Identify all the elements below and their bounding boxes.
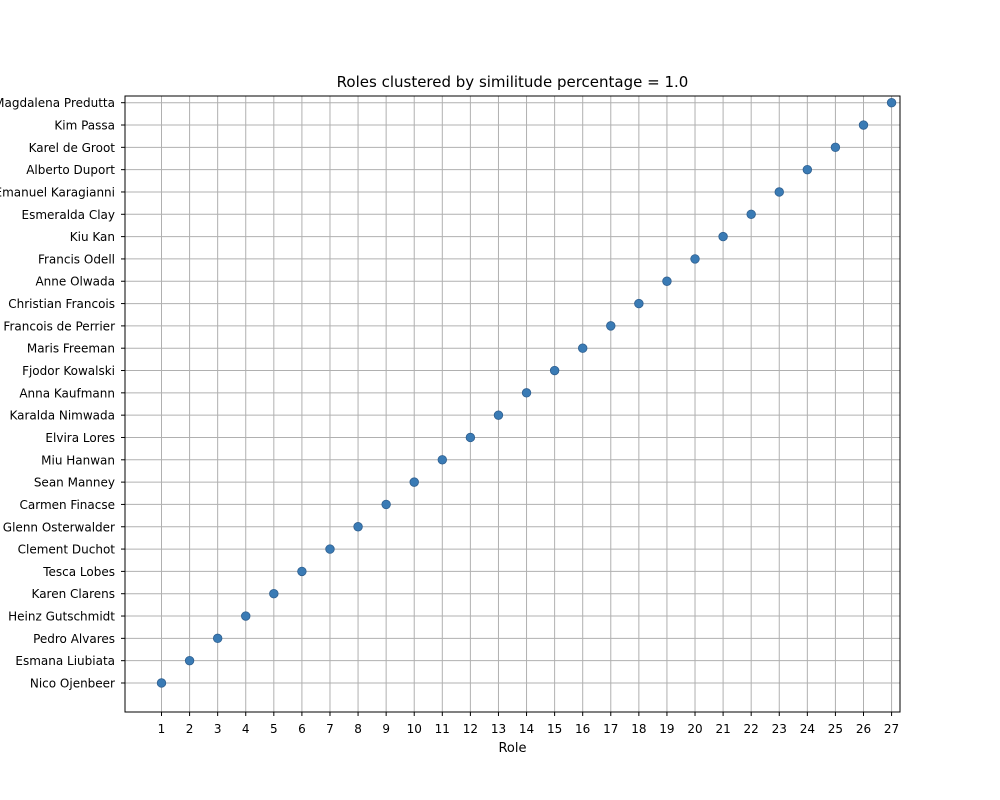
y-tick-label: Miu Hanwan: [41, 453, 115, 467]
data-point: [521, 388, 532, 398]
y-tick-label: Sean Manney: [34, 476, 115, 490]
x-tick-label: 26: [856, 722, 871, 736]
data-point: [690, 254, 700, 264]
x-tick-label: 9: [382, 722, 390, 736]
y-tick-label: Alberto Duport: [26, 163, 115, 177]
y-tick-label: Esmana Liubiata: [15, 654, 115, 668]
x-tick-label: 6: [298, 722, 306, 736]
data-point: [830, 142, 841, 153]
data-point: [437, 455, 448, 465]
x-tick-label: 2: [186, 722, 194, 736]
data-point: [493, 410, 504, 420]
y-tick-label: Francois de Perrier: [3, 319, 115, 333]
y-tick-label: Kim Passa: [54, 119, 115, 133]
data-point: [634, 298, 644, 309]
y-tick-label: Anna Kaufmann: [19, 386, 115, 400]
y-tick-label: Elvira Lores: [45, 431, 115, 445]
y-tick-label: Heinz Gutschmidt: [8, 610, 115, 624]
x-tick-label: 27: [884, 722, 899, 736]
y-axis-ticks: Nico Ojenbeer Esmana Liubiata Pedro Alvare…: [0, 96, 125, 690]
y-tick-label: Tesca Lobes: [42, 565, 115, 579]
y-tick-label: Nico Ojenbeer: [30, 676, 115, 690]
data-point: [606, 321, 616, 331]
data-point: [269, 589, 279, 599]
plot-area-frame: [124, 95, 901, 713]
x-tick-label: 3: [214, 722, 222, 736]
data-point: [212, 633, 223, 644]
y-tick-label: Anne Olwada: [35, 275, 115, 289]
y-tick-label: Carmen Finacse: [19, 498, 115, 512]
x-tick-label: 20: [687, 722, 702, 736]
y-tick-label: Pedro Alvares: [33, 632, 115, 646]
y-tick-label: Esmeralda Clay: [22, 208, 115, 222]
y-tick-label: Karel de Groot: [29, 141, 116, 155]
data-point: [774, 187, 784, 197]
grid-lines: [125, 96, 900, 712]
data-point: [746, 209, 756, 219]
data-point: [156, 678, 167, 688]
x-tick-label: 4: [242, 722, 250, 736]
x-tick-label: 1: [158, 722, 166, 736]
data-point: [381, 499, 391, 510]
data-point: [325, 544, 335, 554]
x-tick-label: 7: [326, 722, 334, 736]
x-tick-label: 11: [435, 722, 450, 736]
chart-title: Roles clustered by similitude percentage…: [337, 73, 689, 91]
y-tick-label: Clement Duchot: [18, 543, 116, 557]
data-point: [886, 97, 897, 108]
x-tick-label: 17: [603, 722, 618, 736]
data-point: [353, 522, 363, 532]
y-tick-label: Maris Freeman: [27, 342, 115, 356]
x-tick-label: 19: [659, 722, 674, 736]
y-tick-label: Karen Clarens: [32, 587, 115, 601]
x-tick-label: 15: [547, 722, 562, 736]
y-tick-label: Karalda Nimwada: [9, 409, 115, 423]
x-tick-label: 5: [270, 722, 278, 736]
data-point: [858, 120, 869, 130]
data-point: [802, 164, 813, 175]
x-axis-ticks: 1 2 3 4 5 6 7 8 9 10 11 12 13 14 15 16 17 18 19 20 21 22 23 24 2…: [158, 712, 899, 736]
y-tick-label: Kiu Kan: [70, 230, 115, 244]
x-tick-label: 22: [744, 722, 759, 736]
x-axis-label: Role: [498, 741, 526, 756]
data-point: [297, 566, 307, 577]
data-point: [662, 276, 672, 286]
data-point: [577, 343, 588, 353]
data-point: [184, 655, 195, 666]
x-tick-label: 25: [828, 722, 843, 736]
x-tick-label: 10: [407, 722, 422, 736]
y-tick-label: Christian Francois: [8, 297, 115, 311]
data-point: [549, 365, 560, 376]
x-tick-label: 16: [575, 722, 590, 736]
y-tick-label: Magdalena Predutta: [0, 96, 115, 110]
data-point: [241, 611, 251, 621]
y-tick-label: Emanuel Karagianni: [0, 185, 115, 199]
data-points: [156, 97, 897, 688]
x-tick-label: 8: [354, 722, 362, 736]
data-point: [465, 432, 476, 443]
x-tick-label: 18: [631, 722, 646, 736]
x-tick-label: 14: [519, 722, 534, 736]
x-tick-label: 24: [800, 722, 815, 736]
x-tick-label: 21: [715, 722, 730, 736]
data-point: [718, 231, 728, 242]
x-tick-label: 23: [772, 722, 787, 736]
data-point: [409, 477, 419, 487]
x-tick-label: 13: [491, 722, 506, 736]
x-tick-label: 12: [463, 722, 478, 736]
y-tick-label: Francis Odell: [38, 252, 115, 266]
y-tick-label: Glenn Osterwalder: [3, 520, 115, 534]
y-tick-label: Fjodor Kowalski: [22, 364, 115, 378]
